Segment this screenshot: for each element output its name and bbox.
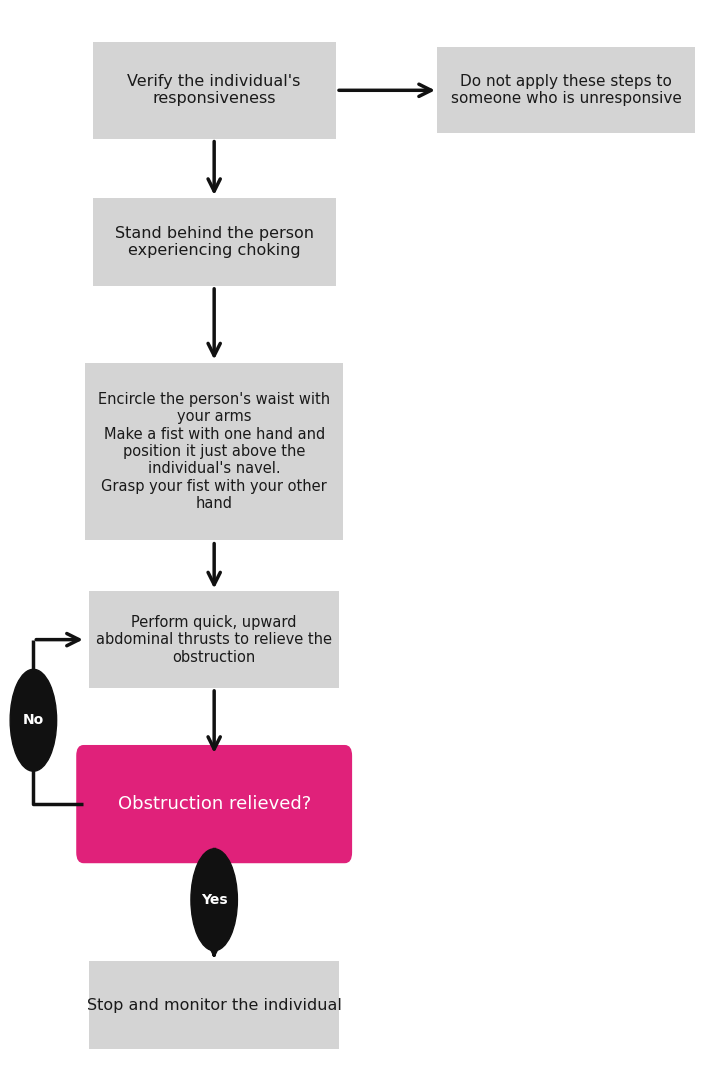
Text: Stop and monitor the individual: Stop and monitor the individual [86,998,342,1013]
Ellipse shape [191,849,237,950]
Text: Obstruction relieved?: Obstruction relieved? [118,796,311,813]
FancyBboxPatch shape [92,198,336,286]
FancyBboxPatch shape [89,591,339,688]
Text: Do not apply these steps to
someone who is unresponsive: Do not apply these steps to someone who … [451,74,682,106]
Text: Stand behind the person
experiencing choking: Stand behind the person experiencing cho… [115,226,314,258]
FancyBboxPatch shape [86,362,343,541]
FancyBboxPatch shape [89,961,339,1049]
Text: Yes: Yes [201,892,227,907]
Text: Verify the individual's
responsiveness: Verify the individual's responsiveness [128,74,301,106]
FancyBboxPatch shape [76,745,352,863]
Text: Perform quick, upward
abdominal thrusts to relieve the
obstruction: Perform quick, upward abdominal thrusts … [96,615,333,664]
Text: Encircle the person's waist with
your arms
Make a fist with one hand and
positio: Encircle the person's waist with your ar… [98,391,330,512]
FancyBboxPatch shape [92,42,336,139]
Ellipse shape [10,670,57,771]
Text: No: No [23,713,44,728]
FancyBboxPatch shape [437,47,696,133]
